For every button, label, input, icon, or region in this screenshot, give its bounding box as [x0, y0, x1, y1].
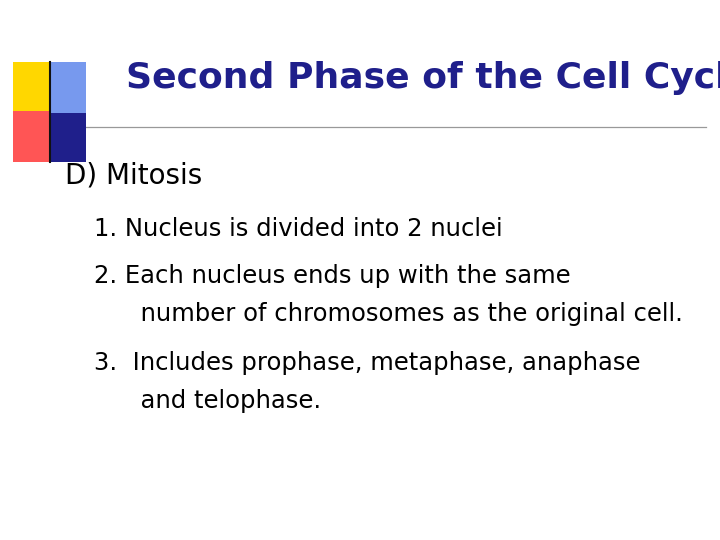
Text: 1. Nucleus is divided into 2 nuclei: 1. Nucleus is divided into 2 nuclei [94, 218, 503, 241]
Text: D) Mitosis: D) Mitosis [65, 161, 202, 190]
Text: 2. Each nucleus ends up with the same: 2. Each nucleus ends up with the same [94, 265, 570, 288]
Bar [13, 111, 50, 162]
Bar [49, 62, 86, 113]
Bar [49, 111, 86, 162]
Text: number of chromosomes as the original cell.: number of chromosomes as the original ce… [94, 302, 683, 326]
Text: 3.  Includes prophase, metaphase, anaphase: 3. Includes prophase, metaphase, anaphas… [94, 351, 640, 375]
Text: Second Phase of the Cell Cycle: Second Phase of the Cell Cycle [126, 62, 720, 95]
Text: and telophase.: and telophase. [94, 389, 320, 413]
Bar [13, 62, 50, 113]
